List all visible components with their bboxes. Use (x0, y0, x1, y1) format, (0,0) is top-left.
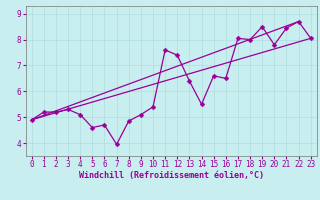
X-axis label: Windchill (Refroidissement éolien,°C): Windchill (Refroidissement éolien,°C) (79, 171, 264, 180)
